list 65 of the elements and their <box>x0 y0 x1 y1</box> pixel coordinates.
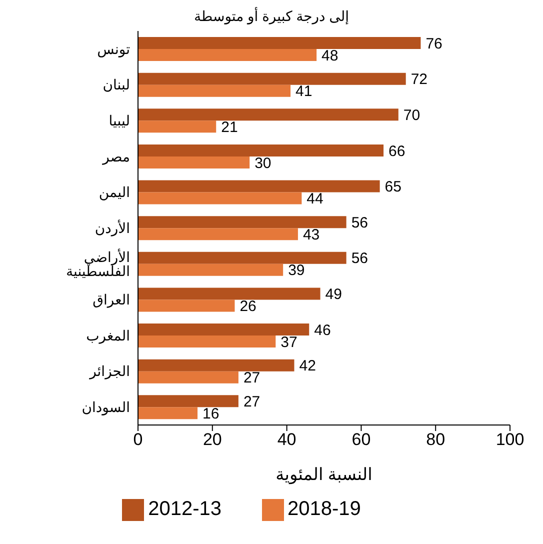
data-label: 44 <box>306 190 324 208</box>
data-label: 43 <box>302 226 320 244</box>
y-tick-label: مصر <box>102 148 130 166</box>
bar <box>138 359 294 372</box>
data-label: 27 <box>243 394 260 411</box>
chart-title: إلى درجة كبيرة أو متوسطة <box>192 8 350 26</box>
y-tick-label: الجزائر <box>88 363 130 380</box>
data-label: 37 <box>280 334 298 351</box>
bar <box>138 371 238 384</box>
data-label: 21 <box>221 118 238 136</box>
x-tick-label: 80 <box>426 430 446 450</box>
bar <box>138 228 298 240</box>
bar <box>138 72 406 85</box>
bar <box>138 264 284 276</box>
data-label: 49 <box>325 286 342 304</box>
bar <box>138 192 302 204</box>
data-label: 56 <box>351 250 368 268</box>
data-label: 39 <box>288 262 305 280</box>
bar <box>138 300 235 312</box>
data-label: 70 <box>403 106 420 124</box>
data-label: 48 <box>322 47 338 64</box>
bar <box>138 288 320 300</box>
data-label: 30 <box>254 154 272 172</box>
data-label: 56 <box>351 214 368 232</box>
data-label: 27 <box>243 370 260 387</box>
y-tick-label: ليبيا <box>108 112 130 129</box>
bar <box>138 37 421 49</box>
bar <box>138 336 276 348</box>
y-tick-label: اليمن <box>98 184 130 202</box>
y-tick-label: الأراضي الفلسطينية <box>66 248 130 279</box>
data-label: 16 <box>202 406 220 423</box>
data-label: 72 <box>410 71 428 88</box>
bar <box>138 216 346 228</box>
bar <box>138 180 380 192</box>
y-tick-label: تونس <box>97 40 130 58</box>
y-tick-label: السودان <box>82 399 130 416</box>
y-tick-label: لبنان <box>102 76 130 93</box>
legend-label: 2018-19 <box>288 498 361 520</box>
data-label: 65 <box>384 178 402 196</box>
bar <box>138 144 384 156</box>
y-tick-label: الأردن <box>94 218 130 237</box>
data-label: 42 <box>299 358 316 375</box>
legend-label: 2012-13 <box>148 498 222 520</box>
data-label: 26 <box>240 298 256 316</box>
bar <box>138 252 346 264</box>
bar <box>138 120 216 133</box>
x-tick-label: 20 <box>202 430 222 450</box>
bar <box>138 108 398 121</box>
x-tick-label: 100 <box>496 430 524 450</box>
y-tick-label: المغرب <box>86 327 130 344</box>
x-axis-title: النسبة المئوية <box>276 465 372 485</box>
bar <box>138 324 310 336</box>
data-label: 41 <box>296 83 312 100</box>
bar <box>138 84 291 97</box>
bar <box>138 156 250 168</box>
x-tick-label: 40 <box>277 430 296 450</box>
x-tick-label: 60 <box>352 430 371 450</box>
data-label: 46 <box>314 322 331 339</box>
x-tick-label: 0 <box>133 430 143 450</box>
bar <box>138 49 317 61</box>
bar <box>138 395 238 408</box>
bar <box>138 407 198 420</box>
data-label: 76 <box>426 35 442 52</box>
y-tick-label: العراق <box>92 292 130 309</box>
data-label: 66 <box>388 142 406 160</box>
